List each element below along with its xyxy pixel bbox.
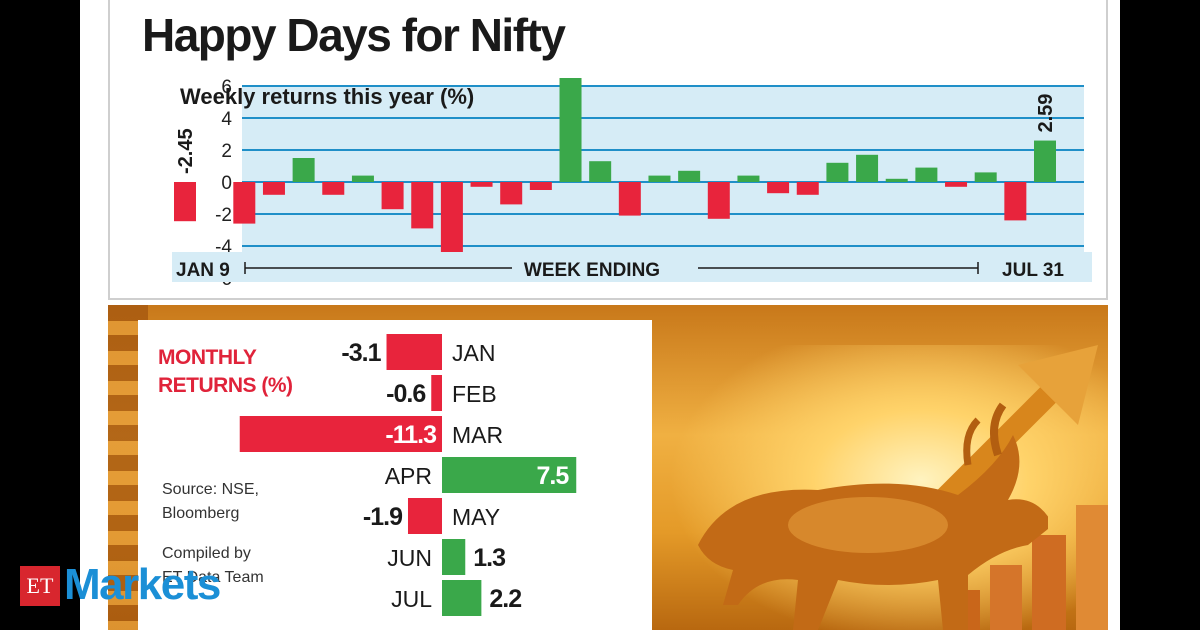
monthly-value-label: 7.5 [536, 462, 569, 490]
weekly-bar [440, 182, 463, 272]
source-note: Source: NSE, Bloomberg [162, 478, 322, 526]
weekly-bar [262, 182, 285, 195]
y-tick-label: 2 [221, 141, 232, 162]
bull-icon [698, 402, 1048, 630]
monthly-bar [442, 580, 482, 616]
source-line-1: Source: NSE, [162, 481, 259, 498]
monthly-value-label: -3.1 [341, 339, 381, 367]
weekly-bar [767, 182, 790, 194]
monthly-category-label: JAN [452, 340, 495, 366]
weekly-bar [648, 175, 671, 182]
monthly-category-label: JUL [391, 586, 432, 612]
weekly-bar [500, 182, 523, 205]
et-markets-logo: ET Markets [20, 560, 240, 612]
monthly-value-label: 2.2 [489, 585, 521, 613]
monthly-value-label: -1.9 [363, 503, 402, 531]
y-tick-label: 4 [221, 109, 232, 130]
monthly-value-label: -0.6 [386, 380, 425, 408]
monthly-value-label: 1.3 [473, 544, 505, 572]
weekly-bar [233, 182, 256, 224]
et-logo-mark: ET [20, 566, 60, 606]
chart-title: Happy Days for Nifty [142, 9, 566, 61]
monthly-bar [386, 334, 442, 370]
monthly-category-label: FEB [452, 381, 497, 407]
weekly-bar [381, 182, 404, 210]
weekly-bar [707, 182, 730, 219]
weekly-bar [974, 172, 997, 182]
weekly-bar [737, 175, 760, 182]
weekly-bar [678, 170, 701, 182]
weekly-bar [351, 175, 374, 182]
y-tick-label: 6 [221, 77, 232, 98]
monthly-value-label: -11.3 [385, 421, 436, 449]
weekly-bar [618, 182, 641, 216]
weekly-bar [411, 182, 434, 229]
weekly-bar [945, 182, 968, 187]
monthly-returns-chart: -3.1 JAN -0.6 FEB -11.3 MAR 7.5 APR -1.9 MAY 1.3 JU… [239, 334, 577, 616]
y-tick-label: -2 [215, 205, 232, 226]
source-line-2: Bloomberg [162, 505, 240, 522]
weekly-bar [470, 182, 493, 187]
y-tick-label: 0 [221, 173, 232, 194]
x-axis-band [172, 252, 1092, 282]
x-end-label: JUL 31 [1002, 260, 1064, 281]
weekly-bar [559, 78, 582, 182]
compiled-note: Compiled by ET Data Team [162, 542, 322, 590]
weekly-bar [796, 182, 819, 195]
monthly-bar [442, 457, 577, 493]
weekly-bar [915, 167, 938, 182]
chart-subtitle: Weekly returns this year (%) [180, 84, 474, 109]
weekly-bar [529, 182, 552, 190]
monthly-bar [442, 539, 466, 575]
data-label: -2.45 [175, 128, 197, 174]
monthly-title: MONTHLY RETURNS (%) [158, 346, 293, 397]
monthly-bar [431, 375, 442, 411]
monthly-bar [239, 416, 442, 452]
weekly-bar [1034, 140, 1056, 182]
monthly-category-label: MAR [452, 422, 503, 448]
monthly-category-label: JUN [387, 545, 432, 571]
weekly-bar [589, 161, 612, 182]
compiled-line-2: ET Data Team [162, 569, 264, 586]
weekly-chart-frame [108, 0, 1108, 300]
x-axis-label: WEEK ENDING [524, 260, 660, 281]
weekly-bar [1004, 182, 1027, 221]
weekly-bar [174, 182, 196, 222]
markets-wordmark: Markets [64, 560, 221, 609]
compiled-line-1: Compiled by [162, 545, 251, 562]
weekly-bar [322, 182, 345, 195]
weekly-bar [292, 158, 315, 182]
data-label: 2.59 [1035, 94, 1057, 133]
monthly-bar [407, 498, 442, 534]
weekly-bar [885, 178, 908, 182]
weekly-bar [826, 162, 849, 182]
weekly-bar [856, 154, 879, 182]
x-start-label: JAN 9 [176, 260, 230, 281]
monthly-category-label: APR [385, 463, 432, 489]
monthly-category-label: MAY [452, 504, 500, 530]
